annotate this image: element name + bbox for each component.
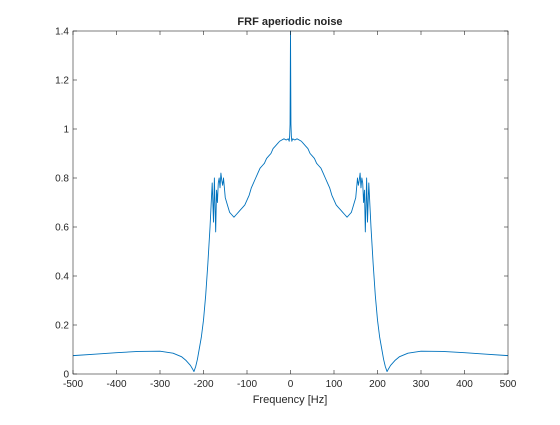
y-tick-label: 0.6 <box>55 223 69 234</box>
x-tick-label: 100 <box>326 379 343 390</box>
x-tick-label: -200 <box>193 379 213 390</box>
y-tick-label: 0.2 <box>55 321 69 332</box>
x-tick-label: 500 <box>500 379 517 390</box>
x-tick-label: 0 <box>288 379 294 390</box>
y-tick-label: 0.4 <box>55 272 69 283</box>
x-tick-label: -300 <box>150 379 170 390</box>
x-tick-label: -400 <box>106 379 126 390</box>
y-tick-label: 0.8 <box>55 174 69 185</box>
y-tick-label: 1.4 <box>55 27 69 38</box>
y-tick-label: 0 <box>63 370 69 381</box>
x-tick-label: -100 <box>237 379 257 390</box>
y-tick-label: 1.2 <box>55 76 69 87</box>
chart-title: FRF aperiodic noise <box>237 16 342 28</box>
x-tick-label: -500 <box>63 379 83 390</box>
y-tick-label: 1 <box>63 125 69 136</box>
x-tick-label: 200 <box>369 379 386 390</box>
x-axis-label: Frequency [Hz] <box>253 394 328 406</box>
axes-layer: -500 -400 -300 -200 -100 0 100 200 300 400 500 0 0.2… <box>55 27 517 391</box>
x-tick-label: 300 <box>413 379 430 390</box>
x-tick-label: 400 <box>456 379 473 390</box>
